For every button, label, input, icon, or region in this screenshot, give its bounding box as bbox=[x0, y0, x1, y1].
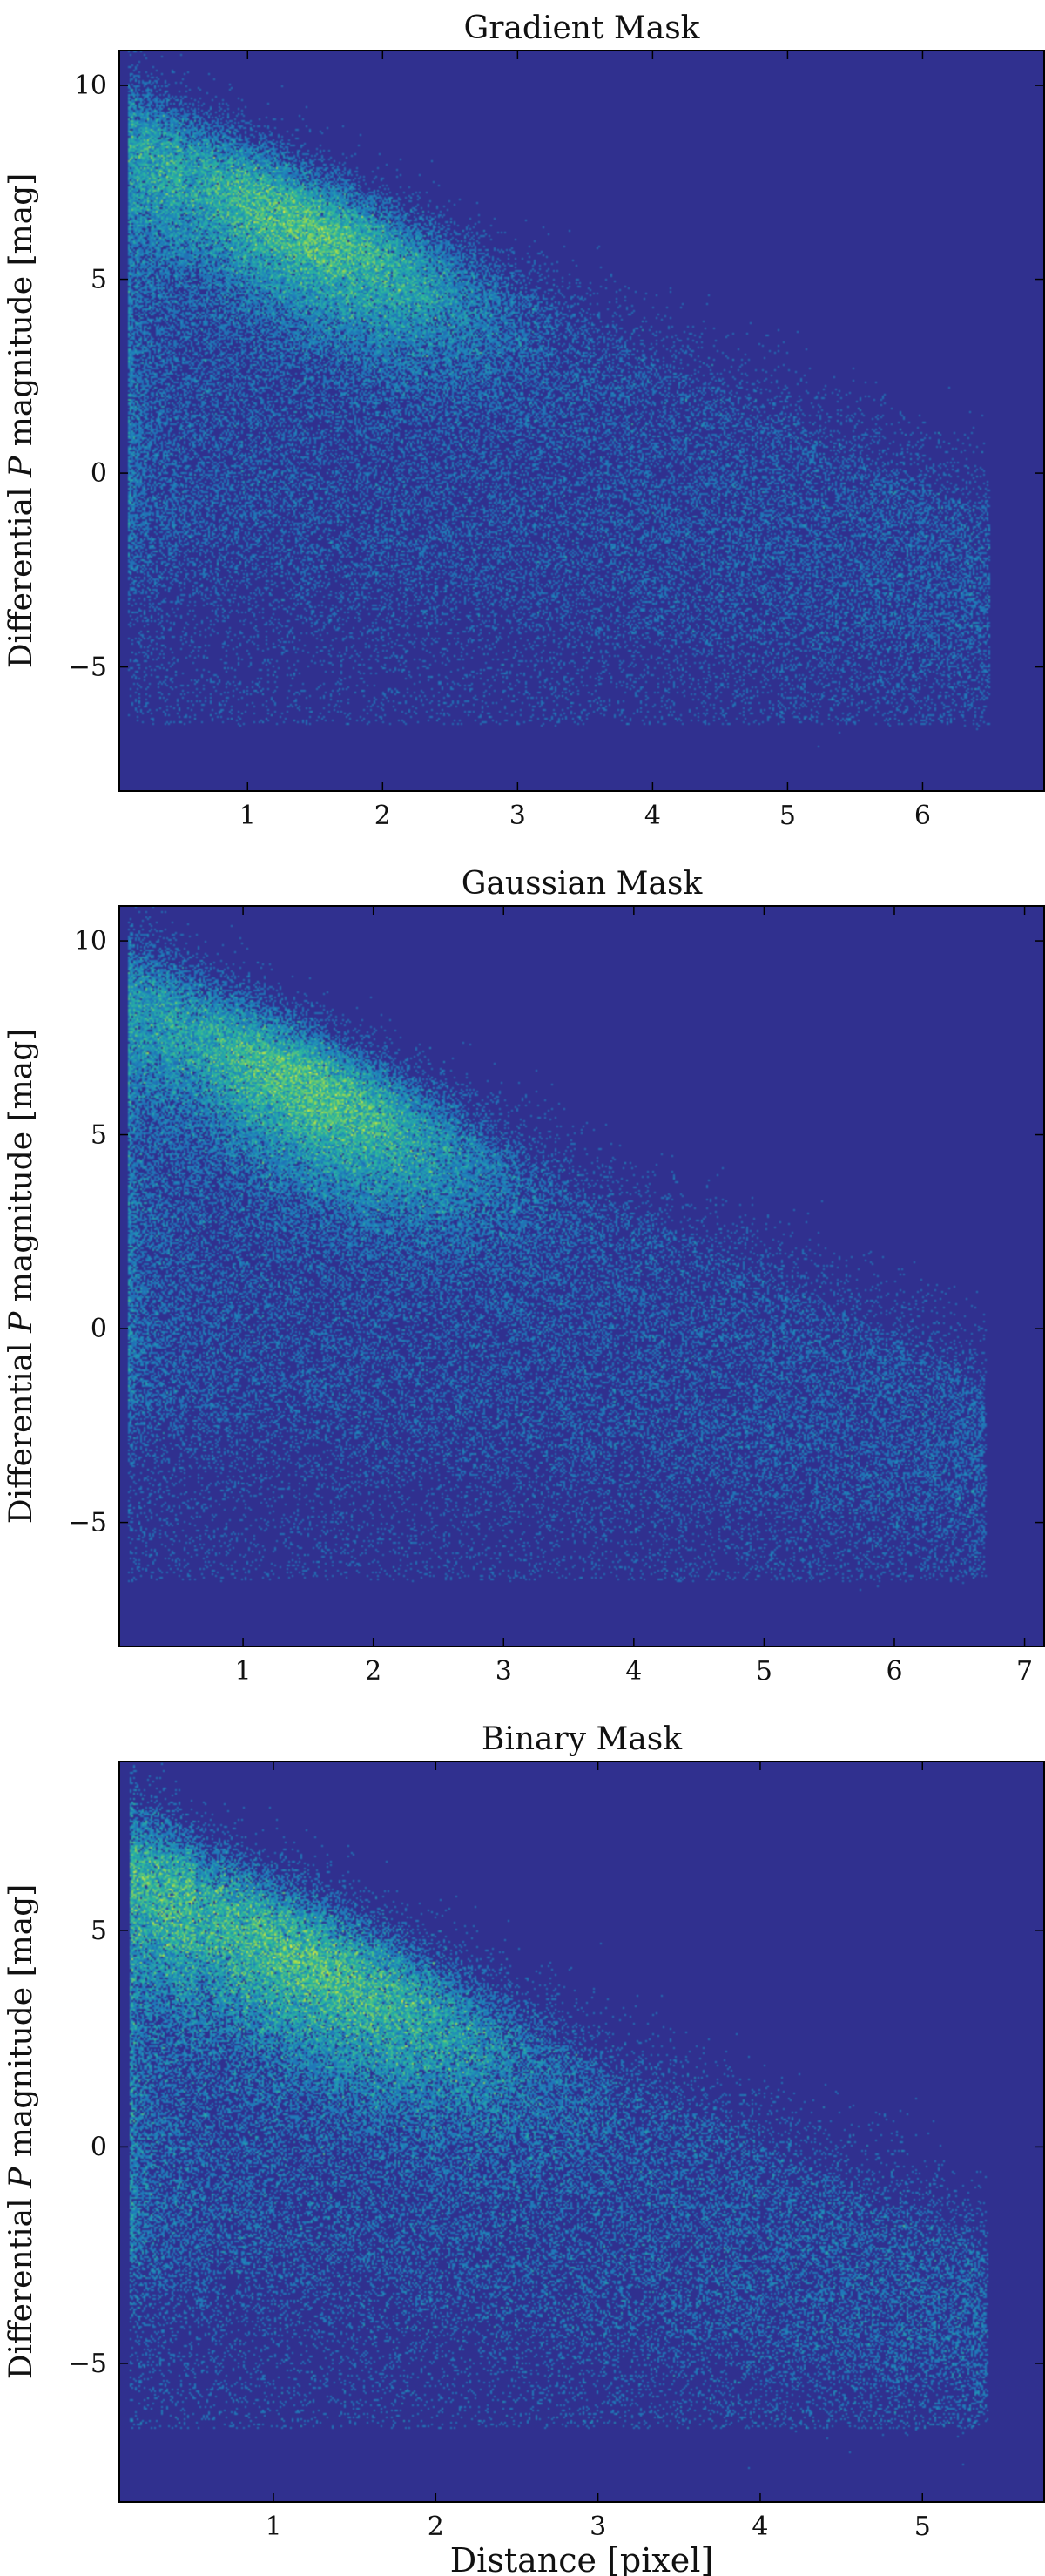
x-tick-label: 1 bbox=[239, 801, 256, 831]
density-heatmap bbox=[119, 1761, 1044, 2502]
x-tick-label: 1 bbox=[265, 2512, 281, 2542]
y-axis-label: Differential P magnitude [mag] bbox=[3, 1884, 39, 2380]
x-tick-label: 4 bbox=[644, 801, 661, 831]
panel-1: 1 2 3 4 5 6 −5 0 5 10 Gradient Mask Differential P … bbox=[3, 10, 1045, 831]
panel-3: 1 2 3 4 5 −5 0 5 Binary Mask Differential P magni… bbox=[3, 1721, 1045, 2576]
density-heatmap bbox=[119, 51, 1044, 791]
y-tick-label: 5 bbox=[91, 265, 107, 295]
chart-title: Gaussian Mask bbox=[462, 866, 704, 902]
x-tick-label: 3 bbox=[496, 1656, 512, 1687]
y-tick-label: 5 bbox=[91, 1916, 107, 1946]
y-axis-label: Differential P magnitude [mag] bbox=[3, 173, 39, 669]
y-axis-label: Differential P magnitude [mag] bbox=[3, 1029, 39, 1525]
x-tick-label: 5 bbox=[756, 1656, 772, 1687]
y-tick-label: 0 bbox=[91, 1314, 107, 1344]
y-tick-label: 0 bbox=[91, 458, 107, 489]
plot-frame bbox=[118, 1761, 1045, 2503]
y-tick-label: 5 bbox=[91, 1120, 107, 1151]
x-tick-label: 6 bbox=[914, 801, 931, 831]
chart-title: Gradient Mask bbox=[463, 10, 700, 46]
x-axis-label: Distance [pixel] bbox=[450, 2541, 714, 2576]
x-tick-label: 3 bbox=[590, 2512, 606, 2542]
density-heatmap bbox=[119, 906, 1044, 1646]
y-tick-label: −5 bbox=[69, 2349, 107, 2379]
x-tick-label: 3 bbox=[509, 801, 526, 831]
x-tick-label: 2 bbox=[365, 1656, 381, 1687]
x-tick-label: 2 bbox=[428, 2512, 444, 2542]
x-tick-label: 1 bbox=[235, 1656, 252, 1687]
x-tick-label: 4 bbox=[752, 2512, 768, 2542]
y-tick-label: 0 bbox=[91, 2132, 107, 2162]
x-tick-label: 4 bbox=[625, 1656, 642, 1687]
x-tick-label: 5 bbox=[914, 2512, 931, 2542]
y-tick-label: −5 bbox=[69, 1508, 107, 1538]
x-tick-label: 7 bbox=[1016, 1656, 1033, 1687]
plot-frame bbox=[118, 50, 1045, 792]
y-tick-label: 10 bbox=[74, 71, 107, 101]
x-tick-label: 6 bbox=[886, 1656, 902, 1687]
y-tick-label: −5 bbox=[69, 652, 107, 683]
x-tick-label: 2 bbox=[374, 801, 391, 831]
panel-2: 1 2 3 4 5 6 7 −5 0 5 10 Gaussian Mask Differential P… bbox=[3, 866, 1045, 1687]
chart-title: Binary Mask bbox=[482, 1721, 683, 1757]
x-tick-label: 5 bbox=[779, 801, 796, 831]
plot-frame bbox=[118, 905, 1045, 1647]
y-tick-label: 10 bbox=[74, 926, 107, 957]
